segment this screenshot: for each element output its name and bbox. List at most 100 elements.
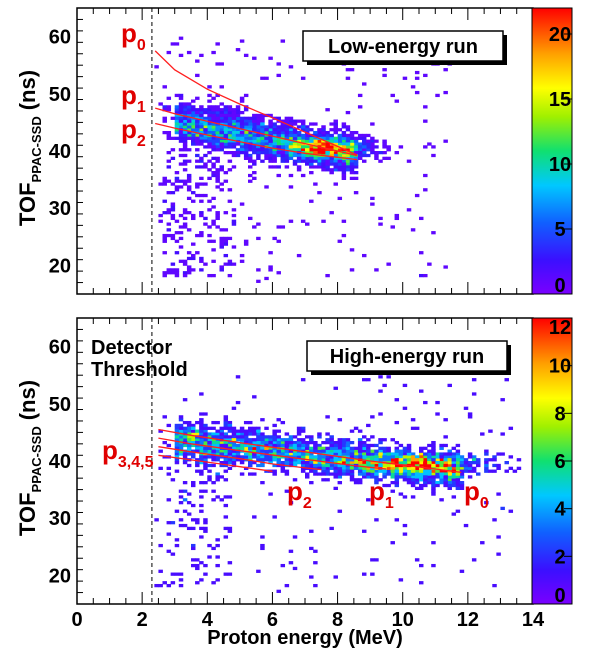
heatmap-cell: [199, 461, 204, 465]
heatmap-cell: [280, 133, 286, 138]
heatmap-cell: [378, 151, 383, 155]
heatmap-cell: [394, 483, 400, 488]
heatmap-cell: [203, 110, 208, 115]
heatmap-cell: [227, 446, 233, 450]
heatmap-cell: [447, 486, 452, 490]
heatmap-cell: [362, 443, 367, 448]
heatmap-cell: [231, 108, 237, 112]
heatmap-cell: [162, 211, 167, 215]
heatmap-cell: [215, 555, 220, 559]
heatmap-cell: [227, 426, 233, 430]
heatmap-cell: [284, 156, 290, 160]
heatmap-cell: [203, 438, 208, 442]
heatmap-cell: [252, 151, 257, 155]
heatmap-cell: [211, 205, 216, 209]
heatmap-cell: [414, 478, 420, 482]
heatmap-cell: [260, 148, 265, 152]
heatmap-cell: [345, 110, 351, 115]
heatmap-cell: [362, 446, 367, 450]
heatmap-cell: [268, 159, 273, 163]
heatmap-cell: [284, 159, 290, 163]
heatmap-cell: [256, 119, 261, 123]
heatmap-cell: [186, 108, 192, 112]
curve-label-p2: p2: [287, 476, 312, 512]
heatmap-cell: [280, 139, 286, 143]
heatmap-cell: [447, 452, 452, 456]
heatmap-cell: [272, 423, 277, 428]
heatmap-cell: [463, 466, 469, 470]
heatmap-cell: [313, 165, 318, 169]
heatmap-cell: [423, 173, 428, 178]
heatmap-cell: [378, 458, 383, 462]
heatmap-cell: [394, 469, 400, 473]
heatmap-cell: [239, 116, 245, 120]
heatmap-cell: [182, 159, 188, 163]
heatmap-cell: [223, 105, 229, 109]
heatmap-cell: [296, 153, 302, 158]
heatmap-cell: [296, 432, 302, 436]
heatmap-cell: [296, 452, 302, 456]
heatmap-cell: [370, 472, 375, 476]
heatmap-cell: [248, 449, 253, 453]
heatmap-cell: [252, 438, 257, 442]
heatmap-cell: [256, 133, 261, 138]
heatmap-cell: [288, 219, 294, 223]
heatmap-cell: [174, 461, 180, 465]
heatmap-cell: [455, 449, 461, 453]
heatmap-cell: [292, 449, 298, 453]
heatmap-cell: [239, 142, 245, 146]
heatmap-cell: [439, 481, 444, 485]
heatmap-cell: [219, 268, 224, 272]
heatmap-cell: [439, 466, 444, 470]
heatmap-cell: [199, 136, 204, 140]
heatmap-cell: [455, 463, 461, 468]
heatmap-cell: [252, 225, 257, 229]
heatmap-cell: [296, 148, 302, 152]
heatmap-cell: [211, 432, 216, 436]
heatmap-cell: [227, 440, 233, 445]
heatmap-cell: [414, 76, 420, 80]
heatmap-cell: [256, 569, 261, 573]
heatmap-cell: [174, 219, 180, 223]
heatmap-cell: [345, 440, 351, 445]
heatmap-cell: [211, 173, 216, 178]
heatmap-cell: [337, 461, 343, 465]
heatmap-cell: [349, 248, 355, 252]
heatmap-cell: [394, 466, 400, 470]
heatmap-cell: [378, 159, 383, 163]
heatmap-cell: [508, 466, 514, 470]
heatmap-cell: [333, 182, 338, 186]
heatmap-cell: [239, 253, 245, 258]
heatmap-cell: [390, 93, 395, 98]
heatmap-cell: [235, 458, 241, 462]
heatmap-cell: [178, 572, 184, 576]
heatmap-cell: [313, 461, 318, 465]
heatmap-cell: [321, 168, 326, 172]
heatmap-cell: [341, 142, 347, 146]
heatmap-cell: [317, 142, 322, 146]
heatmap-cell: [284, 438, 290, 442]
heatmap-cell: [329, 136, 334, 140]
heatmap-cell: [366, 443, 371, 448]
heatmap-cell: [276, 271, 281, 275]
heatmap-cell: [455, 443, 461, 448]
heatmap-cell: [300, 156, 306, 160]
heatmap-cell: [223, 179, 229, 183]
heatmap-cell: [329, 458, 334, 462]
heatmap-cell: [178, 501, 184, 505]
heatmap-cell: [390, 472, 395, 476]
heatmap-cell: [321, 449, 326, 453]
heatmap-cell: [439, 478, 444, 482]
heatmap-cell: [292, 535, 298, 539]
heatmap-cell: [439, 458, 444, 462]
heatmap-cell: [341, 165, 347, 169]
heatmap-cell: [451, 458, 457, 462]
heatmap-cell: [178, 489, 184, 493]
heatmap-cell: [357, 469, 363, 473]
heatmap-cell: [292, 142, 298, 146]
heatmap-cell: [207, 435, 212, 439]
heatmap-cell: [374, 139, 379, 143]
heatmap-cell: [276, 429, 281, 433]
heatmap-cell: [170, 213, 176, 218]
heatmap-cell: [414, 558, 420, 562]
